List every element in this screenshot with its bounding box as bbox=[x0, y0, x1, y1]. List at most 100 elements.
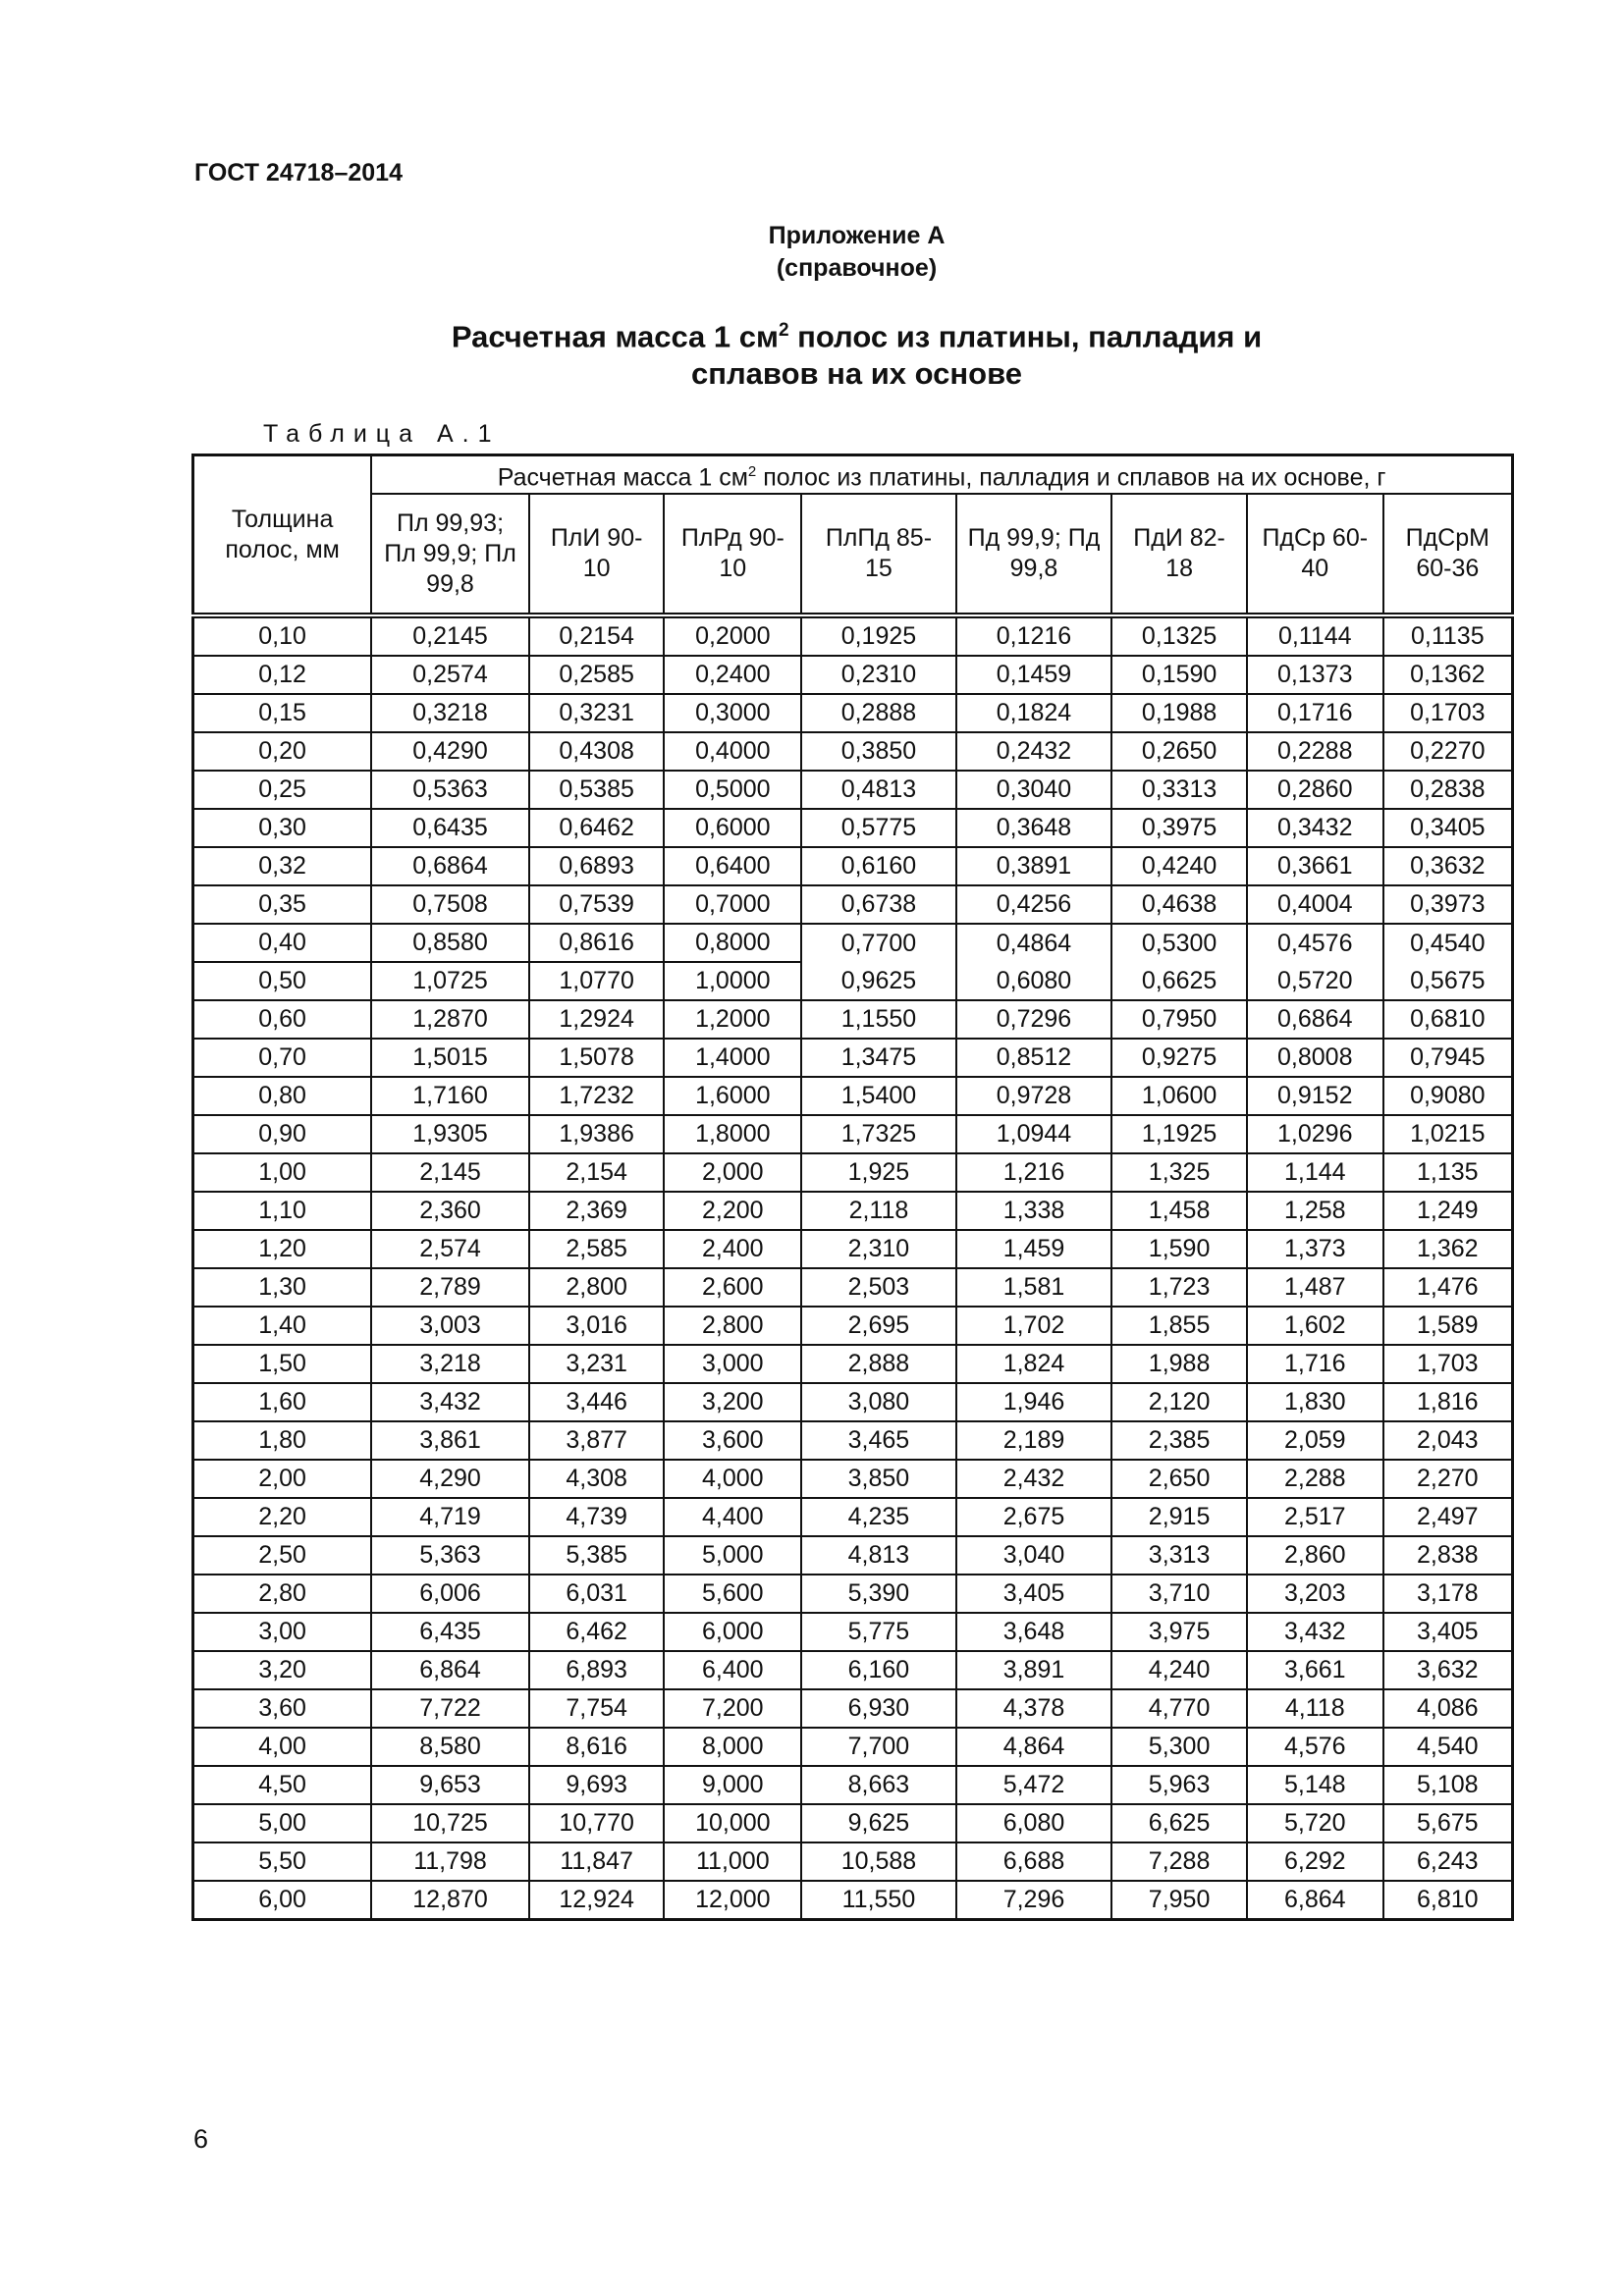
thickness-cell: 0,20 bbox=[191, 731, 373, 773]
mass-cell: 8,000 bbox=[663, 1727, 803, 1768]
mass-cell: 4,719 bbox=[370, 1497, 530, 1538]
mass-cell: 3,231 bbox=[527, 1344, 666, 1385]
mass-cell: 1,824 bbox=[954, 1344, 1113, 1385]
mass-cell: 2,432 bbox=[954, 1459, 1113, 1500]
mass-cell: 3,710 bbox=[1110, 1574, 1248, 1615]
mass-cell: 0,5775 bbox=[800, 808, 957, 849]
table-row: 3,20 6,864 6,893 6,400 6,160 3,891 4,240 3,661 3… bbox=[191, 1650, 1514, 1691]
table-row: 0,12 0,2574 0,2585 0,2400 0,2310 0,1459 0,1590… bbox=[191, 655, 1514, 696]
mass-cell: 2,189 bbox=[954, 1420, 1113, 1462]
mass-cell: 0,6810 bbox=[1381, 999, 1514, 1041]
mass-cell: 3,178 bbox=[1381, 1574, 1514, 1615]
mass-cell: 0,3648 bbox=[954, 808, 1113, 849]
mass-cell: 0,6893 bbox=[527, 846, 666, 887]
table-row: 5,50 11,798 11,847 11,000 10,588 6,688 7,288 6,… bbox=[191, 1842, 1514, 1883]
mass-cell: 0,4004 bbox=[1245, 884, 1384, 926]
mass-cell: 4,576 bbox=[1245, 1727, 1384, 1768]
mass-cell: 4,086 bbox=[1381, 1688, 1514, 1730]
mass-cell: 0,1703 bbox=[1381, 693, 1514, 734]
mass-cell: 3,861 bbox=[370, 1420, 530, 1462]
table-row: 0,25 0,5363 0,5385 0,5000 0,4813 0,3040 0,3313… bbox=[191, 770, 1514, 811]
mass-cell: 0,9728 bbox=[954, 1076, 1113, 1117]
table-row: 0,40 0,8580 0,8616 0,8000 0,7700 0,4864 0,5300… bbox=[191, 923, 1514, 964]
mass-cell: 6,864 bbox=[1245, 1880, 1384, 1921]
thickness-cell: 1,80 bbox=[191, 1420, 373, 1462]
mass-cell: 3,405 bbox=[954, 1574, 1113, 1615]
mass-cell: 0,3405 bbox=[1381, 808, 1514, 849]
mass-cell: 1,988 bbox=[1110, 1344, 1248, 1385]
mass-cell: 9,625 bbox=[800, 1803, 957, 1844]
mass-cell: 0,8000 bbox=[663, 923, 803, 964]
mass-cell: 1,9386 bbox=[527, 1114, 666, 1155]
mass-cell: 1,1925 bbox=[1110, 1114, 1248, 1155]
row-header: Толщина полос, мм bbox=[191, 454, 373, 617]
mass-cell: 1,1550 bbox=[800, 999, 957, 1041]
mass-cell: 2,574 bbox=[370, 1229, 530, 1270]
mass-cell: 0,4308 bbox=[527, 731, 666, 773]
thickness-cell: 2,80 bbox=[191, 1574, 373, 1615]
mass-cell: 3,000 bbox=[663, 1344, 803, 1385]
mass-cell: 1,0296 bbox=[1245, 1114, 1384, 1155]
mass-cell: 2,585 bbox=[527, 1229, 666, 1270]
mass-cell: 7,722 bbox=[370, 1688, 530, 1730]
thickness-cell: 2,20 bbox=[191, 1497, 373, 1538]
mass-cell: 2,118 bbox=[800, 1191, 957, 1232]
table-row: 1,40 3,003 3,016 2,800 2,695 1,702 1,855 1,602 1… bbox=[191, 1306, 1514, 1347]
table-row: 0,15 0,3218 0,3231 0,3000 0,2888 0,1824 0,1988… bbox=[191, 693, 1514, 734]
thickness-cell: 3,00 bbox=[191, 1612, 373, 1653]
mass-cell: 2,650 bbox=[1110, 1459, 1248, 1500]
mass-cell: 0,6080 bbox=[954, 962, 1113, 1002]
mass-cell: 1,4000 bbox=[663, 1038, 803, 1079]
mass-cell: 3,632 bbox=[1381, 1650, 1514, 1691]
mass-cell: 0,6160 bbox=[800, 846, 957, 887]
mass-cell: 4,290 bbox=[370, 1459, 530, 1500]
mass-cell: 0,1325 bbox=[1110, 613, 1248, 658]
mass-cell: 0,1216 bbox=[954, 613, 1113, 658]
mass-cell: 2,497 bbox=[1381, 1497, 1514, 1538]
mass-cell: 0,4638 bbox=[1110, 884, 1248, 926]
mass-cell: 1,581 bbox=[954, 1267, 1113, 1308]
mass-cell: 7,200 bbox=[663, 1688, 803, 1730]
mass-cell: 0,1135 bbox=[1381, 613, 1514, 658]
mass-cell: 3,446 bbox=[527, 1382, 666, 1423]
thickness-cell: 0,30 bbox=[191, 808, 373, 849]
mass-cell: 6,080 bbox=[954, 1803, 1113, 1844]
mass-cell: 1,258 bbox=[1245, 1191, 1384, 1232]
mass-cell: 1,373 bbox=[1245, 1229, 1384, 1270]
mass-cell: 4,400 bbox=[663, 1497, 803, 1538]
mass-cell: 0,3218 bbox=[370, 693, 530, 734]
mass-cell: 1,602 bbox=[1245, 1306, 1384, 1347]
table-row: 0,90 1,9305 1,9386 1,8000 1,7325 1,0944 1,1925… bbox=[191, 1114, 1514, 1155]
thickness-cell: 1,40 bbox=[191, 1306, 373, 1347]
mass-cell: 6,810 bbox=[1381, 1880, 1514, 1921]
mass-cell: 3,218 bbox=[370, 1344, 530, 1385]
mass-cell: 5,963 bbox=[1110, 1765, 1248, 1806]
mass-cell: 1,589 bbox=[1381, 1306, 1514, 1347]
mass-cell: 1,0770 bbox=[527, 961, 666, 1002]
thickness-cell: 5,00 bbox=[191, 1803, 373, 1844]
mass-cell: 2,270 bbox=[1381, 1459, 1514, 1500]
thickness-cell: 1,50 bbox=[191, 1344, 373, 1385]
mass-cell: 2,860 bbox=[1245, 1535, 1384, 1576]
mass-cell: 1,2870 bbox=[370, 999, 530, 1041]
mass-cell: 1,0725 bbox=[370, 961, 530, 1002]
mass-cell: 3,661 bbox=[1245, 1650, 1384, 1691]
mass-cell: 0,2838 bbox=[1381, 770, 1514, 811]
mass-cell: 0,6435 bbox=[370, 808, 530, 849]
mass-cell: 0,4290 bbox=[370, 731, 530, 773]
mass-cell: 9,653 bbox=[370, 1765, 530, 1806]
table-row: 0,35 0,7508 0,7539 0,7000 0,6738 0,4256 0,4638… bbox=[191, 884, 1514, 926]
table-row: 4,00 8,580 8,616 8,000 7,700 4,864 5,300 4,576 4… bbox=[191, 1727, 1514, 1768]
mass-cell: 0,3850 bbox=[800, 731, 957, 773]
mass-cell: 2,800 bbox=[527, 1267, 666, 1308]
mass-cell: 6,160 bbox=[800, 1650, 957, 1691]
mass-cell: 9,000 bbox=[663, 1765, 803, 1806]
mass-cell: 0,1373 bbox=[1245, 655, 1384, 696]
thickness-cell: 0,90 bbox=[191, 1114, 373, 1155]
mass-cell: 0,2154 bbox=[527, 613, 666, 658]
mass-cell: 4,739 bbox=[527, 1497, 666, 1538]
thickness-cell: 3,60 bbox=[191, 1688, 373, 1730]
mass-cell: 6,292 bbox=[1245, 1842, 1384, 1883]
mass-cell: 2,695 bbox=[800, 1306, 957, 1347]
table-row: 0,60 1,2870 1,2924 1,2000 1,1550 0,7296 0,7950… bbox=[191, 999, 1514, 1041]
